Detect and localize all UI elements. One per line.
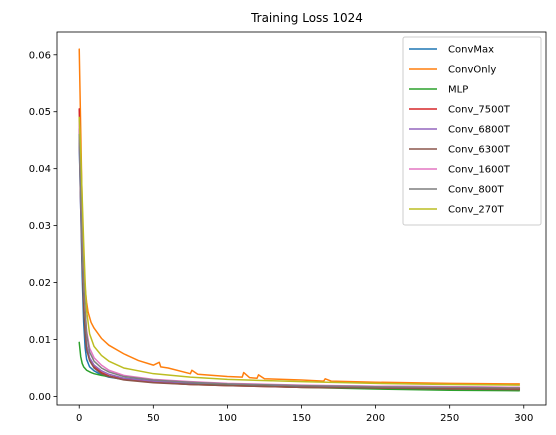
- y-tick-label: 0.02: [29, 278, 51, 289]
- x-tick-label: 150: [292, 413, 311, 424]
- y-tick-label: 0.00: [29, 392, 51, 403]
- series-line-conv-6300t: [78, 128, 521, 391]
- x-tick-label: 100: [218, 413, 237, 424]
- plot-lines: [78, 48, 521, 392]
- legend-label: MLP: [448, 85, 468, 96]
- legend-label: Conv_800T: [448, 185, 504, 196]
- x-tick-label: 200: [366, 413, 385, 424]
- legend-label: ConvMax: [448, 45, 494, 56]
- legend-box: [402, 36, 542, 226]
- y-tick-label: 0.04: [29, 164, 51, 175]
- chart-title: Training Loss 1024: [250, 11, 363, 25]
- x-tick-label: 250: [440, 413, 459, 424]
- x-axis: 0 50 100 150 200 250 300: [76, 405, 533, 424]
- series-line-conv-270t: [78, 116, 521, 386]
- legend-label: ConvOnly: [448, 65, 496, 76]
- legend-label: Conv_1600T: [448, 165, 511, 176]
- legend-label: Conv_7500T: [448, 105, 511, 116]
- y-tick-label: 0.03: [29, 221, 51, 232]
- x-tick-label: 300: [514, 413, 533, 424]
- y-tick-label: 0.01: [29, 335, 51, 346]
- legend: ConvMax ConvOnly MLP Conv_7500T Conv_6800T Co…: [402, 36, 542, 226]
- legend-label: Conv_270T: [448, 205, 504, 216]
- y-tick-label: 0.05: [29, 107, 51, 118]
- x-tick-label: 0: [76, 413, 82, 424]
- legend-label: Conv_6300T: [448, 145, 511, 156]
- y-tick-label: 0.06: [29, 50, 51, 61]
- y-axis: 0.00 0.01 0.02 0.03 0.04 0.05 0.06: [29, 50, 57, 403]
- legend-label: Conv_6800T: [448, 125, 511, 136]
- series-line-conv-800t: [78, 133, 521, 389]
- series-line-convonly: [78, 48, 521, 385]
- x-tick-label: 50: [147, 413, 160, 424]
